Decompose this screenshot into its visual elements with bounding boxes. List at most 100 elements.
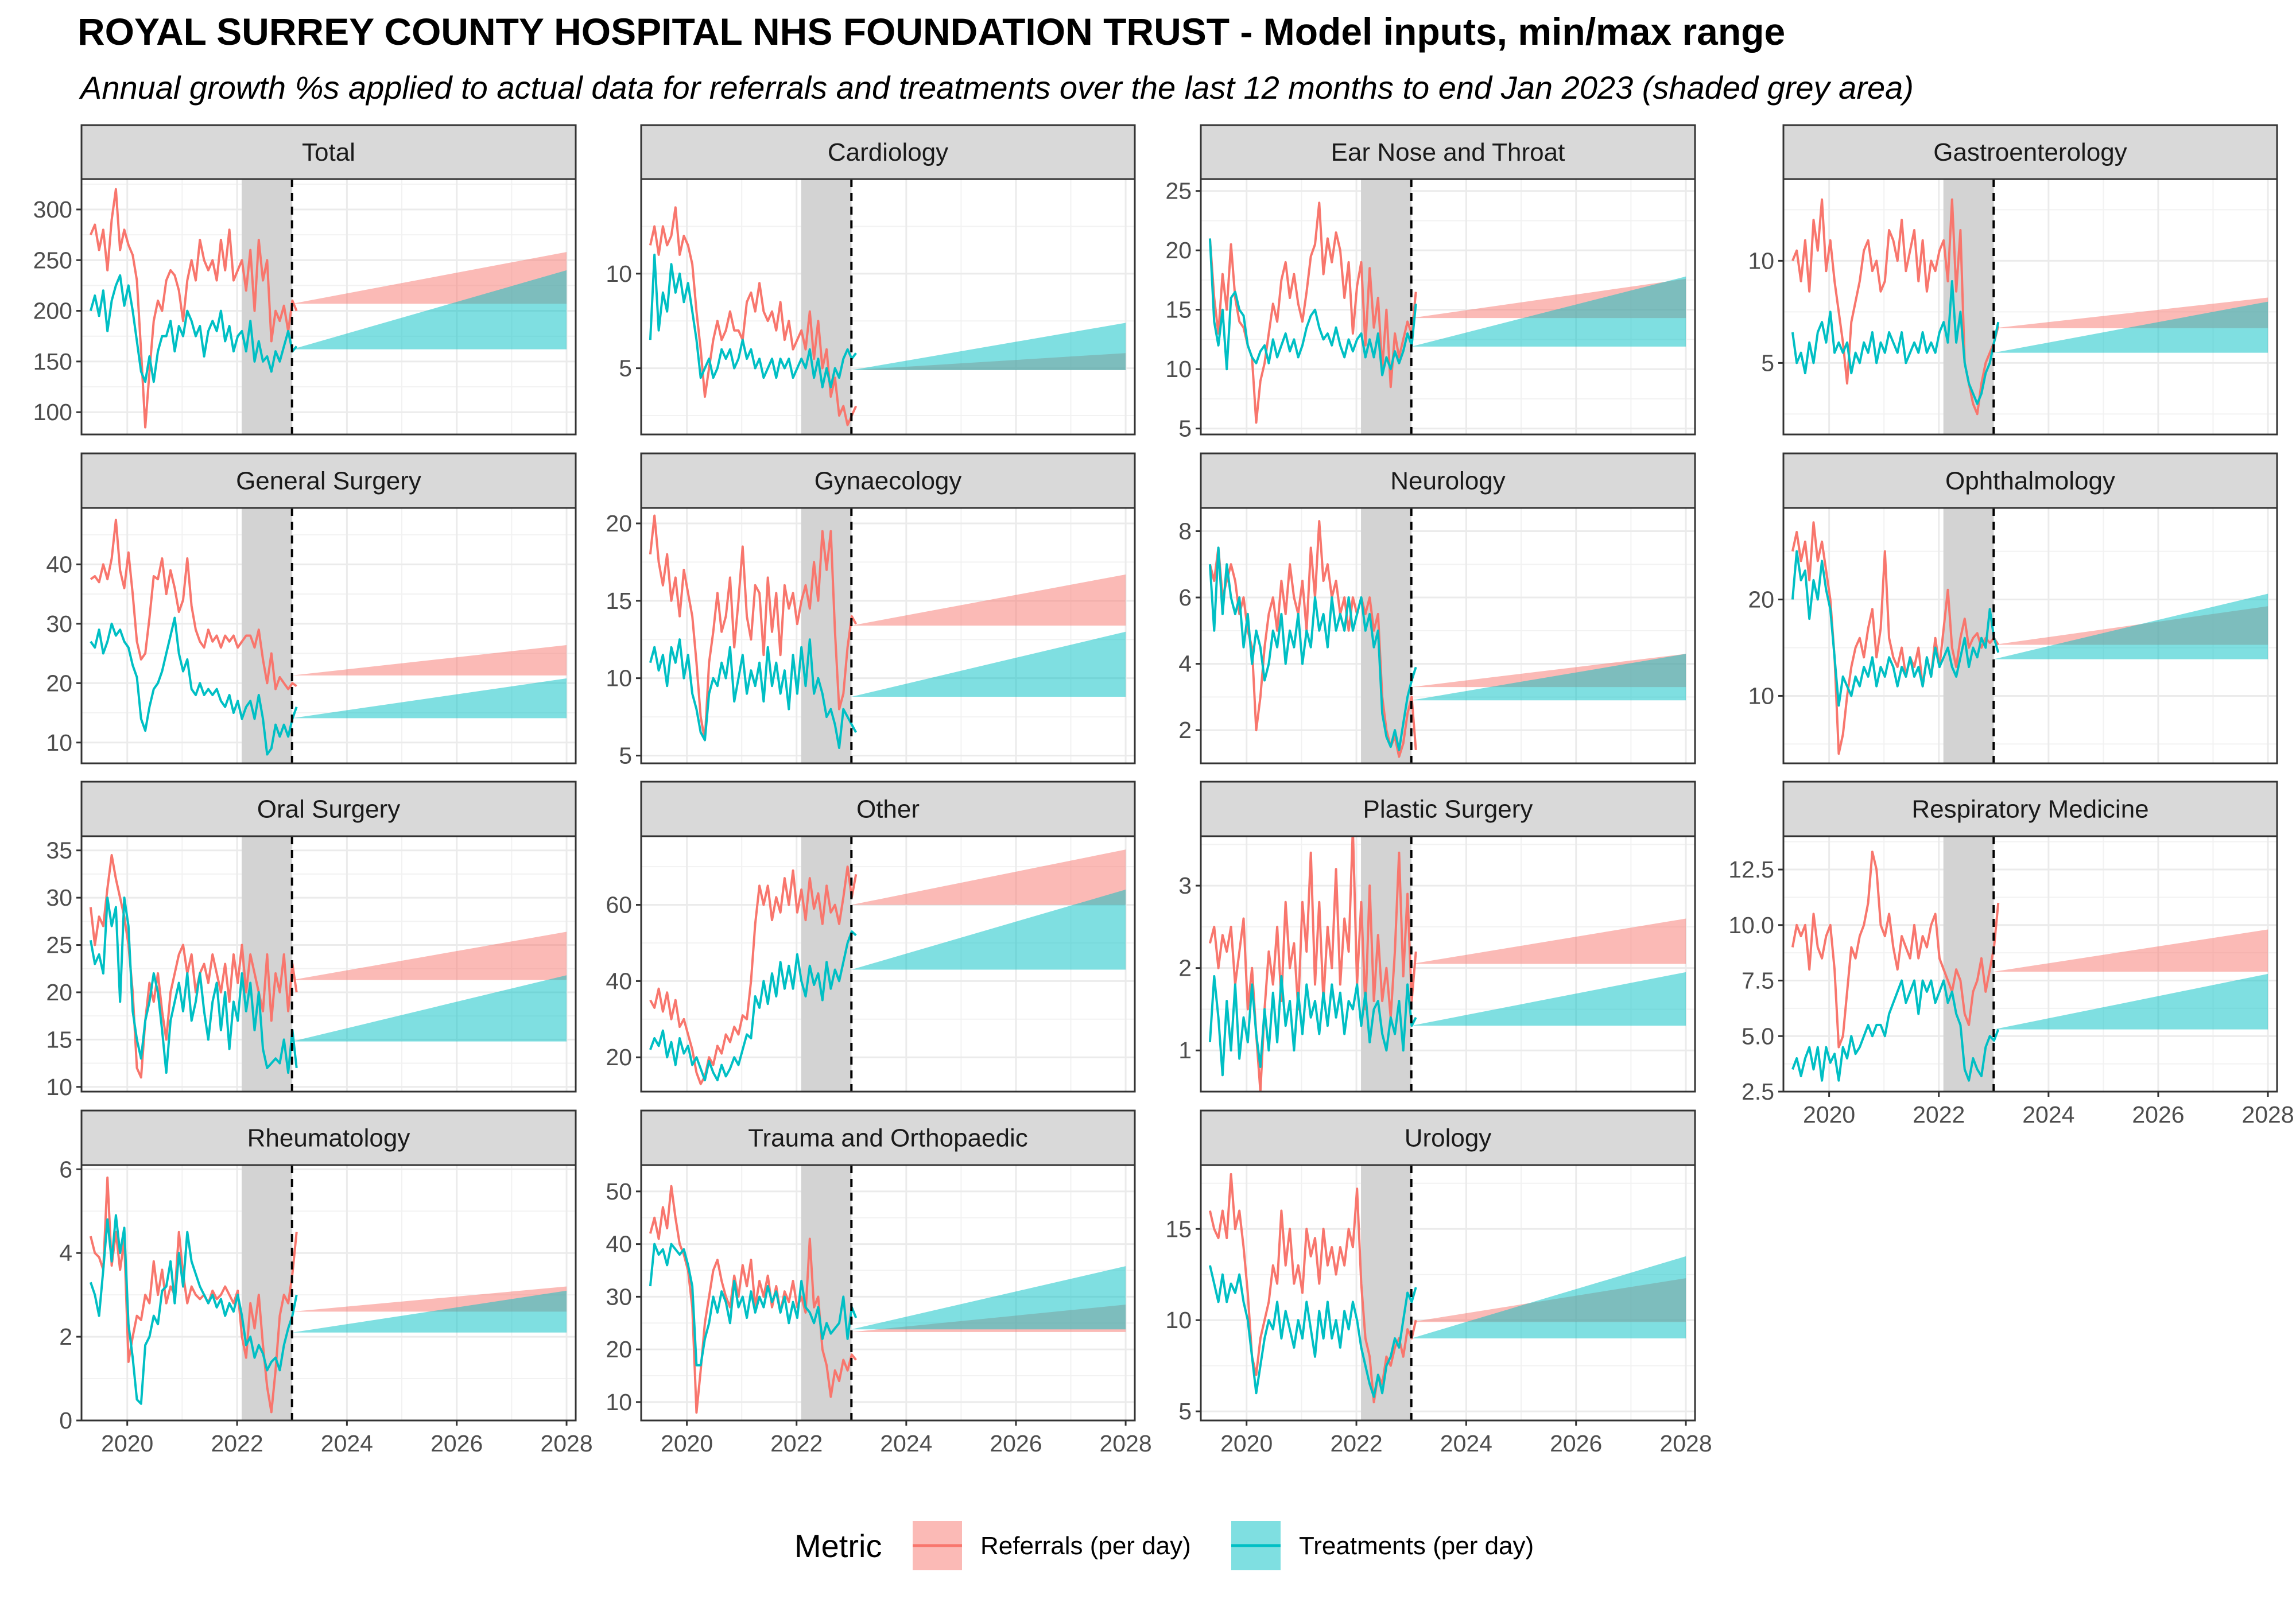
- x-tick-label: 2026: [990, 1430, 1042, 1457]
- projection-ribbon-referrals: [292, 645, 567, 676]
- facet-strip: [1200, 124, 1696, 180]
- facet-urology: Urology 5 10 15 2020 2022 2024 2026 2028: [1165, 1109, 1712, 1457]
- y-tick-label: 10: [1165, 356, 1192, 382]
- panel-border: [1782, 178, 2278, 436]
- series-line-referrals: [1208, 836, 1417, 1092]
- y-tick-label: 5: [1178, 416, 1192, 442]
- x-tick-label: 2020: [661, 1430, 713, 1457]
- projection-ribbon-treatments: [292, 975, 567, 1042]
- y-tick-label: 2: [59, 1323, 72, 1350]
- panel-border: [80, 1164, 577, 1422]
- y-tick-label: 0: [59, 1407, 72, 1434]
- shaded-period: [1361, 179, 1411, 434]
- legend-key-referrals: [913, 1521, 962, 1570]
- facet-strip: [1782, 781, 2278, 837]
- x-tick-label: 2028: [1099, 1430, 1151, 1457]
- facet-strip-label: Cardiology: [828, 138, 948, 166]
- series-line-treatments: [649, 1243, 858, 1367]
- facet-rheumatology: Rheumatology 0 2 4 6 2020 2022 2024 2026 2028: [59, 1109, 593, 1457]
- legend-label-treatments: Treatments (per day): [1299, 1532, 1534, 1560]
- y-tick-label: 4: [59, 1240, 72, 1266]
- x-tick-label: 2022: [770, 1430, 823, 1457]
- x-tick-label: 2026: [2132, 1101, 2184, 1128]
- x-tick-label: 2024: [321, 1430, 373, 1457]
- series-line-referrals: [649, 514, 858, 742]
- series-line-treatments: [1791, 280, 2000, 405]
- chart-title: ROYAL SURREY COUNTY HOSPITAL NHS FOUNDAT…: [77, 10, 1785, 53]
- projection-ribbon-treatments: [1411, 654, 1686, 701]
- series-line-treatments: [89, 274, 298, 383]
- x-tick-label: 2024: [1440, 1430, 1492, 1457]
- facet-strip-label: Ophthalmology: [1945, 467, 2115, 495]
- y-tick-label: 5: [619, 355, 632, 382]
- y-tick-label: 8: [1178, 518, 1192, 544]
- y-tick-label: 250: [33, 247, 72, 273]
- y-tick-label: 25: [46, 932, 72, 958]
- facet-strip: [640, 452, 1136, 509]
- y-tick-label: 4: [1178, 651, 1192, 677]
- series-line-treatments: [1791, 979, 2000, 1082]
- series-line-referrals: [649, 206, 858, 426]
- y-tick-label: 5: [1178, 1398, 1192, 1424]
- x-tick-label: 2024: [880, 1430, 932, 1457]
- projection-ribbon-treatments: [1994, 973, 2268, 1030]
- facet-strip: [640, 1109, 1136, 1166]
- facet-neurology: Neurology 2 4 6 8: [1178, 452, 1696, 764]
- panel-border: [80, 507, 577, 764]
- x-tick-label: 2022: [211, 1430, 263, 1457]
- projection-ribbon-treatments: [1994, 301, 2268, 353]
- y-tick-label: 7.5: [1742, 968, 1774, 994]
- facet-strip-label: Urology: [1405, 1124, 1492, 1152]
- y-tick-label: 20: [46, 670, 72, 696]
- x-tick-label: 2024: [2022, 1101, 2074, 1128]
- series-line-treatments: [1208, 975, 1417, 1077]
- projection-ribbon-referrals: [1411, 918, 1686, 964]
- facet-strip: [1782, 124, 2278, 180]
- series-line-treatments: [649, 930, 857, 1082]
- facet-trauma-and-orthopaedic: Trauma and Orthopaedic 10 20 30 40 50 2020 2022…: [606, 1109, 1152, 1457]
- y-tick-label: 1: [1178, 1037, 1192, 1063]
- x-tick-label: 2028: [2241, 1101, 2294, 1128]
- facet-ear-nose-and-throat: Ear Nose and Throat 5 10 15 20 25: [1165, 124, 1696, 442]
- facet-strip: [80, 1109, 577, 1166]
- series-line-treatments: [89, 896, 298, 1074]
- legend-key-treatments: [1231, 1521, 1281, 1570]
- y-tick-label: 10: [1748, 247, 1774, 274]
- projection-ribbon-referrals: [851, 574, 1126, 626]
- x-tick-label: 2026: [430, 1430, 483, 1457]
- projection-ribbon-referrals: [1994, 929, 2268, 972]
- y-tick-label: 35: [46, 837, 72, 864]
- y-tick-label: 40: [46, 551, 72, 577]
- y-tick-label: 6: [59, 1156, 72, 1182]
- facet-respiratory-medicine: Respiratory Medicine 2.5 5.0 7.5 10.0 12.5 202…: [1728, 781, 2294, 1128]
- panel-border: [640, 507, 1136, 764]
- series-line-treatments: [90, 1214, 298, 1405]
- y-tick-label: 15: [606, 588, 632, 614]
- facet-strip-label: Gastroenterology: [1933, 138, 2127, 166]
- chart-subtitle: Annual growth %s applied to actual data …: [79, 69, 1914, 106]
- projection-ribbon-treatments: [292, 1290, 567, 1333]
- facet-strip-label: Other: [856, 795, 920, 824]
- series-line-referrals: [1791, 851, 2000, 1049]
- facet-general-surgery: General Surgery 10 20 30 40: [46, 452, 577, 764]
- facet-ophthalmology: Ophthalmology 10 20: [1748, 452, 2278, 764]
- facet-strip-label: Plastic Surgery: [1363, 795, 1533, 824]
- y-tick-label: 15: [1165, 1216, 1192, 1242]
- panel-border: [640, 178, 1136, 436]
- y-tick-label: 20: [1165, 237, 1192, 263]
- projection-ribbon-treatments: [292, 678, 567, 719]
- facet-strip-label: Gynaecology: [815, 467, 962, 495]
- shaded-period: [801, 179, 852, 434]
- y-tick-label: 10: [606, 665, 632, 692]
- x-tick-label: 2026: [1550, 1430, 1602, 1457]
- panel-border: [1782, 835, 2278, 1093]
- y-tick-label: 150: [33, 348, 72, 375]
- series-line-treatments: [90, 616, 298, 756]
- y-tick-label: 20: [606, 1044, 632, 1070]
- series-line-referrals: [649, 1185, 857, 1414]
- panel-border: [640, 1164, 1136, 1422]
- y-tick-label: 40: [606, 1231, 632, 1257]
- y-tick-label: 2: [1178, 717, 1192, 743]
- panel-border: [1200, 835, 1696, 1093]
